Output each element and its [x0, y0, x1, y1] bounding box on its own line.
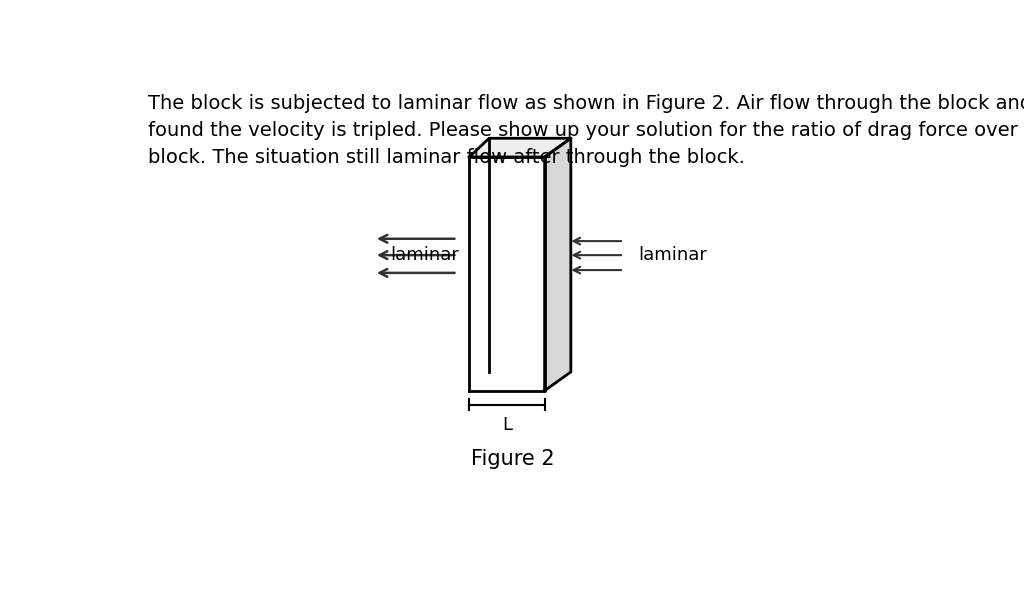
Text: laminar: laminar — [390, 246, 459, 264]
Text: L: L — [502, 416, 512, 435]
Polygon shape — [545, 138, 570, 391]
Text: laminar: laminar — [638, 246, 708, 264]
Text: found the velocity is tripled. Please show up your solution for the ratio of dra: found the velocity is tripled. Please sh… — [147, 121, 1024, 140]
Polygon shape — [469, 157, 545, 391]
Polygon shape — [469, 138, 570, 157]
Text: The block is subjected to laminar flow as shown in Figure 2. Air flow through th: The block is subjected to laminar flow a… — [147, 94, 1024, 113]
Text: block. The situation still laminar flow after through the block.: block. The situation still laminar flow … — [147, 148, 744, 167]
Text: Figure 2: Figure 2 — [471, 449, 555, 469]
